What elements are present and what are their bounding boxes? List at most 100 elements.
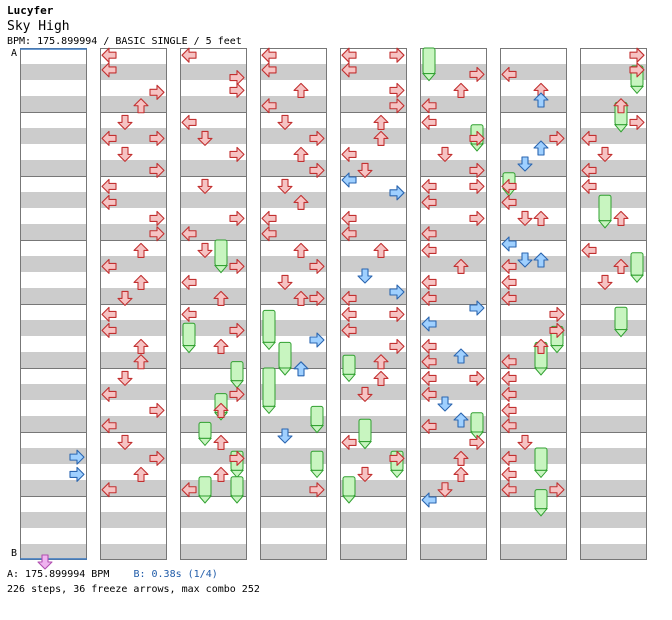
step-arrow-left xyxy=(421,370,437,386)
beat-stripe xyxy=(20,384,87,400)
step-arrow-right xyxy=(69,449,85,465)
step-arrow-left xyxy=(341,322,357,338)
beat-stripe xyxy=(260,416,327,432)
step-arrow-right xyxy=(229,450,245,466)
beat-stripe xyxy=(500,416,567,432)
step-arrow-up xyxy=(373,370,389,386)
step-arrow-right xyxy=(389,306,405,322)
step-arrow-right xyxy=(149,84,165,100)
beat-stripe xyxy=(340,224,407,240)
beat-stripe xyxy=(20,256,87,272)
step-arrow-right xyxy=(469,162,485,178)
step-arrow-right xyxy=(229,258,245,274)
step-arrow-up xyxy=(453,348,469,364)
beat-stripe xyxy=(420,384,487,400)
beat-stripe xyxy=(500,352,567,368)
chart-column-2 xyxy=(100,48,167,560)
step-arrow-left xyxy=(501,482,517,498)
beat-stripe xyxy=(180,512,247,528)
beat-stripe xyxy=(580,224,647,240)
step-arrow-up xyxy=(133,98,149,114)
beat-stripe xyxy=(180,128,247,144)
freeze-arrow-right xyxy=(629,252,645,283)
beat-stripe xyxy=(180,544,247,560)
beat-stripe xyxy=(260,384,327,400)
step-arrow-left xyxy=(421,194,437,210)
freeze-arrow-down xyxy=(197,421,213,447)
step-arrow-up xyxy=(533,338,549,354)
beat-stripe xyxy=(20,352,87,368)
step-arrow-left xyxy=(501,290,517,306)
step-arrow-up xyxy=(213,434,229,450)
freeze-arrow-up xyxy=(533,489,549,517)
beat-stripe xyxy=(260,224,327,240)
step-arrow-left xyxy=(501,354,517,370)
beat-stripe xyxy=(340,64,407,80)
beat-stripe xyxy=(180,352,247,368)
step-arrow-right xyxy=(469,300,485,316)
step-arrow-down xyxy=(597,146,613,162)
step-arrow-left xyxy=(501,450,517,466)
beat-stripe xyxy=(420,480,487,496)
step-arrow-left xyxy=(261,47,277,63)
step-arrow-left xyxy=(181,226,197,242)
freeze-arrow-left xyxy=(261,309,277,351)
step-arrow-left xyxy=(501,370,517,386)
step-arrow-right xyxy=(629,47,645,63)
step-arrow-up xyxy=(453,258,469,274)
step-arrow-left xyxy=(501,402,517,418)
beat-stripe xyxy=(500,224,567,240)
step-arrow-right xyxy=(389,284,405,300)
beat-stripe xyxy=(20,96,87,112)
step-arrow-down xyxy=(357,268,373,284)
beat-stripe xyxy=(580,416,647,432)
step-arrow-up xyxy=(533,252,549,268)
step-arrow-left xyxy=(501,66,517,82)
step-arrow-left xyxy=(341,226,357,242)
step-arrow-right xyxy=(389,450,405,466)
step-arrow-down xyxy=(117,370,133,386)
beat-stripe xyxy=(580,384,647,400)
step-arrow-right xyxy=(149,162,165,178)
step-arrow-right xyxy=(389,338,405,354)
beat-stripe xyxy=(180,288,247,304)
step-arrow-down xyxy=(437,482,453,498)
beat-stripe xyxy=(20,544,87,560)
step-arrow-left xyxy=(501,274,517,290)
beat-stripe xyxy=(20,224,87,240)
step-arrow-right xyxy=(309,332,325,348)
step-arrow-up xyxy=(293,82,309,98)
beat-stripe xyxy=(420,416,487,432)
beat-stripe xyxy=(580,320,647,336)
step-arrow-right xyxy=(149,226,165,242)
beat-stripe xyxy=(100,288,167,304)
step-arrow-up xyxy=(213,338,229,354)
step-arrow-left xyxy=(581,178,597,194)
freeze-arrow-left xyxy=(181,322,197,354)
beat-stripe xyxy=(340,256,407,272)
step-arrow-left xyxy=(181,306,197,322)
beat-stripe xyxy=(580,256,647,272)
step-arrow-left xyxy=(181,274,197,290)
beat-stripe xyxy=(340,384,407,400)
freeze-arrow-down xyxy=(357,418,373,450)
step-arrow-left xyxy=(101,322,117,338)
step-arrow-down xyxy=(437,146,453,162)
beat-stripe xyxy=(100,544,167,560)
step-arrow-left xyxy=(421,386,437,402)
freeze-arrow-up xyxy=(213,239,229,274)
footer-bpm-info: A: 175.899994 BPM B: 0.38s (1/4) xyxy=(7,569,218,581)
step-arrow-down xyxy=(517,210,533,226)
beat-stripe xyxy=(340,416,407,432)
step-arrow-down xyxy=(437,396,453,412)
beat-stripe xyxy=(180,192,247,208)
beat-stripe xyxy=(500,160,567,176)
step-arrow-left xyxy=(261,62,277,78)
bpm-difficulty-line: BPM: 175.899994 / BASIC SINGLE / 5 feet xyxy=(7,36,242,47)
step-arrow-left xyxy=(181,47,197,63)
step-arrow-left xyxy=(501,386,517,402)
step-arrow-right xyxy=(469,66,485,82)
step-arrow-down xyxy=(117,146,133,162)
beat-stripe xyxy=(420,224,487,240)
step-arrow-up xyxy=(613,210,629,226)
